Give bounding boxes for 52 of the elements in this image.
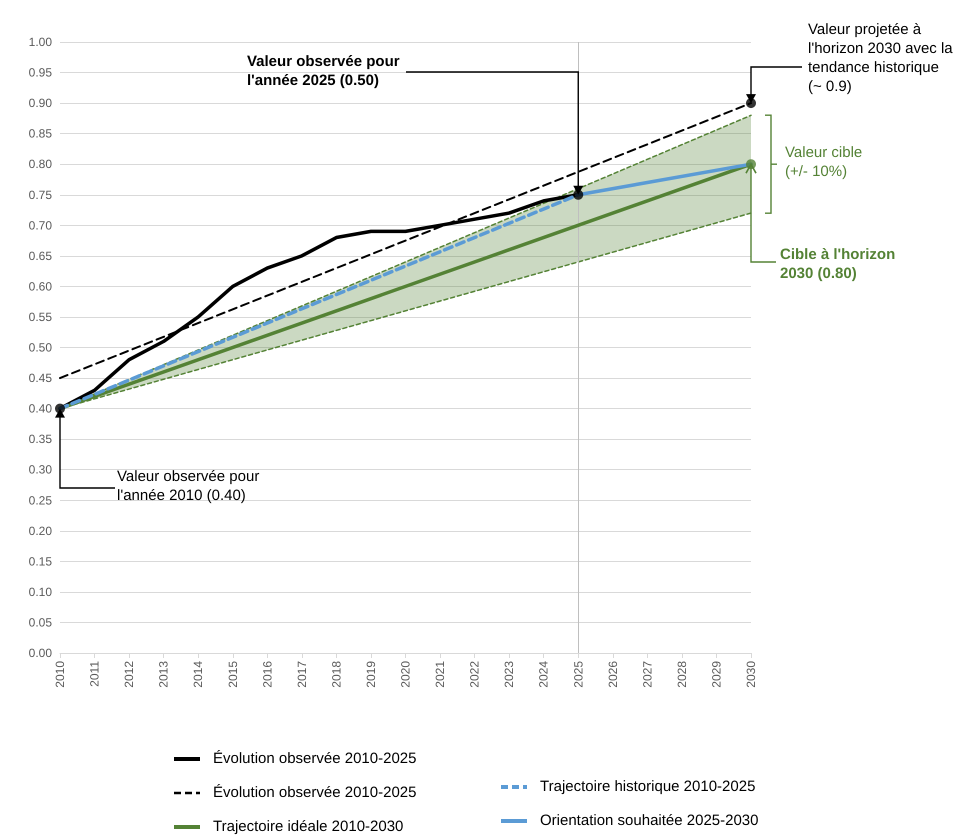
x-tick-label: 2013	[156, 660, 171, 688]
annotation: Valeur observée pour l'année 2010 (0.40)	[117, 467, 260, 505]
y-tick-label: 0.60	[28, 279, 52, 294]
legend-label: Trajectoire idéale 2010-2030	[213, 818, 404, 835]
y-tick-label: 0.80	[28, 157, 52, 172]
y-tick-label: 0.65	[28, 248, 52, 263]
annotation: Valeur observée pour l'année 2025 (0.50)	[247, 52, 401, 90]
y-tick-label: 0.25	[28, 493, 52, 508]
x-tick-label: 2023	[502, 660, 516, 688]
annotation: Valeur cible (+/- 10%)	[785, 143, 864, 181]
x-tick-label: 2016	[260, 660, 274, 688]
x-tick-label: 2026	[606, 660, 620, 688]
y-tick-label: 1.00	[28, 35, 52, 49]
y-tick-label: 0.40	[28, 402, 52, 416]
legend-label: Orientation souhaitée 2025-2030	[540, 812, 758, 829]
x-tick-label: 2021	[433, 660, 448, 688]
x-tick-label: 2011	[88, 660, 102, 687]
y-tick-label: 0.15	[28, 554, 52, 568]
y-tick-label: 0.50	[28, 340, 52, 354]
x-tick-label: 2028	[674, 660, 689, 688]
y-tick-label: 0.85	[28, 126, 52, 141]
x-tick-label: 2019	[364, 660, 378, 688]
y-tick-label: 0.00	[28, 646, 52, 660]
x-tick-label: 2025	[571, 660, 586, 688]
x-tick-label: 2015	[226, 660, 240, 688]
x-tick-label: 2012	[122, 660, 136, 688]
annotation: Valeur projetée à l'horizon 2030 avec la tendance historique (~ 0.9)	[808, 20, 954, 96]
y-tick-label: 0.20	[28, 524, 52, 538]
legend-label: Évolution observée 2010-2025	[213, 750, 416, 767]
y-tick-label: 0.75	[28, 188, 52, 202]
y-tick-label: 0.10	[28, 584, 52, 599]
y-tick-label: 0.05	[28, 615, 52, 630]
x-tick-label: 2014	[191, 660, 206, 688]
legend-label: Évolution observée 2010-2025	[213, 784, 416, 801]
y-tick-label: 0.70	[28, 218, 52, 232]
y-tick-label: 0.90	[28, 96, 52, 110]
x-tick-label: 2024	[536, 660, 551, 688]
y-tick-label: 0.45	[28, 371, 52, 386]
x-tick-label: 2027	[640, 660, 654, 688]
x-tick-label: 2022	[468, 660, 482, 688]
x-tick-label: 2017	[294, 660, 309, 688]
legend-label: Trajectoire historique 2010-2025	[540, 778, 756, 795]
x-tick-label: 2030	[744, 660, 758, 688]
y-tick-label: 0.95	[28, 66, 52, 80]
y-tick-label: 0.30	[28, 462, 52, 477]
x-tick-label: 2018	[329, 660, 344, 688]
y-tick-label: 0.35	[28, 432, 52, 446]
y-tick-label: 0.55	[28, 310, 52, 324]
x-tick-label: 2029	[709, 660, 724, 688]
x-tick-label: 2010	[53, 660, 67, 688]
annotation: Cible à l'horizon 2030 (0.80)	[780, 245, 896, 283]
x-tick-label: 2020	[398, 660, 412, 688]
